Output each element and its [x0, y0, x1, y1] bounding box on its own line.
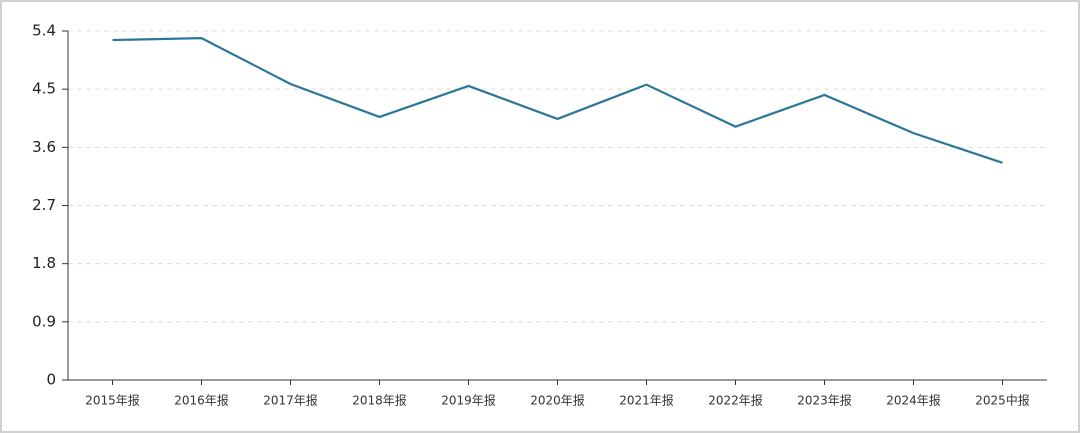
x-tick-label: 2019年报 — [441, 393, 496, 408]
y-tick-label: 0 — [46, 371, 56, 389]
x-tick-label: 2021年报 — [619, 393, 674, 408]
line-series — [112, 37, 1003, 164]
y-tick-label: 0.9 — [32, 312, 56, 330]
x-tick-label: 2020年报 — [530, 393, 585, 408]
y-tick-label: 4.5 — [32, 80, 56, 98]
x-tick-label: 2017年报 — [263, 393, 318, 408]
y-tick-label: 1.8 — [32, 254, 56, 272]
x-tick-label: 2024年报 — [886, 393, 941, 408]
y-tick-label: 2.7 — [32, 196, 56, 214]
x-tick-label: 2023年报 — [797, 393, 852, 408]
x-tick-label: 2016年报 — [174, 393, 229, 408]
y-tick-label: 5.4 — [32, 22, 56, 40]
x-tick-label: 2015年报 — [85, 393, 140, 408]
x-tick-label: 2022年报 — [708, 393, 763, 408]
x-tick-label: 2018年报 — [352, 393, 407, 408]
x-tick-label: 2025中报 — [975, 393, 1030, 408]
y-tick-label: 3.6 — [32, 138, 56, 156]
